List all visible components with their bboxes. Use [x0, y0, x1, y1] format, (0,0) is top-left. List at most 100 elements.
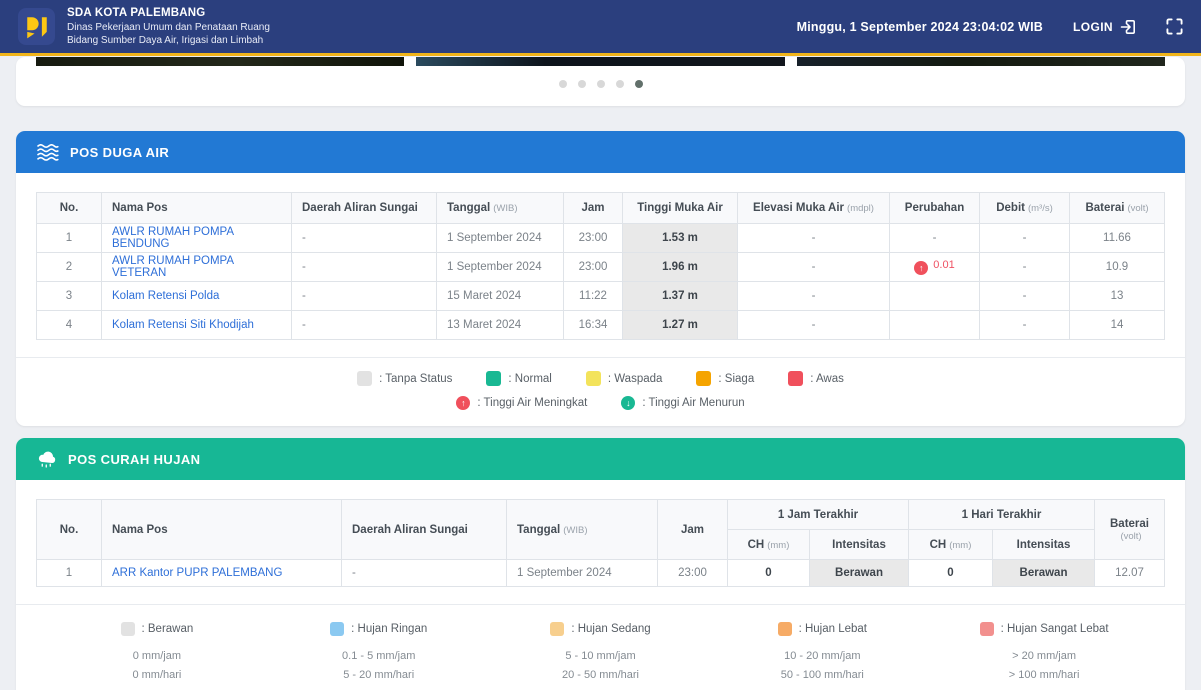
duga-section-header: POS DUGA AIR — [16, 131, 1185, 173]
baterai-value: 13 — [1069, 281, 1165, 311]
app-title: SDA KOTA PALEMBANG — [67, 6, 206, 19]
divider — [16, 604, 1185, 605]
ch-1jam-value: 0 — [727, 559, 810, 587]
rate-per-hour: 0 mm/jam — [132, 650, 182, 662]
datetime-display: Minggu, 1 September 2024 23:04:02 WIB — [796, 19, 1043, 34]
row-number: 2 — [36, 252, 102, 282]
perubahan-value — [889, 310, 980, 340]
tinggi-muka-air-value: 1.27 m — [622, 310, 738, 340]
carousel-slides — [16, 57, 1185, 66]
tanggal-value: 1 September 2024 — [436, 223, 564, 253]
status-legend: : Tanpa Status: Normal: Waspada: Siaga: … — [16, 371, 1185, 386]
perubahan-amount: 0.01 — [933, 259, 955, 271]
col-header-baterai: Baterai (volt) — [1094, 499, 1165, 560]
water-waves-icon — [37, 143, 59, 161]
pos-name-cell: ARR Kantor PUPR PALEMBANG — [101, 559, 342, 587]
carousel-slide-2[interactable] — [416, 57, 785, 66]
col-header-tanggal: Tanggal (WIB) — [506, 499, 658, 560]
rate-per-hour: 5 - 10 mm/jam — [565, 650, 636, 662]
pos-name-link[interactable]: Kolam Retensi Polda — [112, 290, 220, 302]
divider — [16, 357, 1185, 358]
intensity-label: : Hujan Sedang — [571, 623, 651, 635]
carousel-dots — [16, 80, 1185, 88]
app-subtitle-1: Dinas Pekerjaan Umum dan Penataan Ruang — [67, 21, 270, 33]
hujan-head-row-2: CH (mm) Intensitas CH (mm) Intensitas — [37, 529, 1165, 560]
duga-air-row: 3 Kolam Retensi Polda -15 Maret 2024 11:22 1… — [36, 281, 1165, 311]
rate-per-hour: 0.1 - 5 mm/jam — [342, 650, 416, 662]
das-value: - — [291, 310, 437, 340]
app-subtitle-2: Bidang Sumber Daya Air, Irigasi dan Limb… — [67, 35, 264, 47]
status-legend-item: : Awas — [788, 371, 844, 386]
status-color-swatch — [585, 371, 601, 386]
jam-value: 23:00 — [563, 223, 623, 253]
baterai-value: 11.66 — [1069, 223, 1165, 253]
duga-legend: : Tanpa Status: Normal: Waspada: Siaga: … — [16, 358, 1185, 426]
debit-value: - — [979, 252, 1070, 282]
carousel-dot-3[interactable] — [596, 80, 605, 88]
arrow-up-icon: ↑ — [914, 261, 929, 275]
carousel-slide-1[interactable] — [36, 57, 405, 66]
trend-legend: ↑: Tinggi Air Meningkat ↓: Tinggi Air Men… — [16, 396, 1185, 410]
status-legend-label: : Waspada — [607, 372, 663, 385]
col-header-nama-pos: Nama Pos — [101, 192, 292, 224]
pos-name-link[interactable]: Kolam Retensi Siti Khodijah — [112, 319, 254, 331]
tanggal-value: 15 Maret 2024 — [436, 281, 564, 311]
pos-name-link[interactable]: AWLR RUMAH POMPA BENDUNG — [112, 226, 234, 250]
col-group-1-jam-terakhir: 1 Jam Terakhir — [727, 499, 909, 530]
fullscreen-button[interactable] — [1166, 18, 1183, 35]
intensity-label: : Hujan Sangat Lebat — [1000, 623, 1109, 635]
tanggal-value: 1 September 2024 — [436, 252, 564, 282]
status-legend-label: : Siaga — [718, 372, 755, 385]
sign-in-icon — [1120, 19, 1135, 34]
tinggi-muka-air-value: 1.53 m — [622, 223, 738, 253]
intensity-label: : Hujan Lebat — [798, 623, 867, 635]
row-number: 1 — [36, 223, 102, 253]
jam-value: 16:34 — [563, 310, 623, 340]
baterai-value: 10.9 — [1069, 252, 1165, 282]
row-number: 4 — [36, 310, 102, 340]
status-legend-item: : Siaga — [696, 371, 754, 386]
rain-legend-title: : Hujan Sedang — [550, 622, 651, 636]
pos-name-link[interactable]: ARR Kantor PUPR PALEMBANG — [112, 567, 283, 579]
elevasi-value: - — [737, 310, 890, 340]
intensity-label: : Berawan — [141, 623, 194, 635]
row-number: 1 — [36, 559, 102, 587]
das-value: - — [341, 559, 507, 587]
col-header-no: No. — [36, 192, 102, 224]
tinggi-muka-air-value: 1.37 m — [622, 281, 738, 311]
tanggal-value: 1 September 2024 — [506, 559, 658, 587]
login-button[interactable]: LOGIN — [1073, 19, 1136, 35]
intensity-color-swatch — [120, 622, 135, 636]
carousel-slide-3[interactable] — [796, 57, 1165, 66]
hujan-head-row-1: No. Nama Pos Daerah Aliran Sungai Tangga… — [36, 499, 1165, 560]
debit-value: - — [979, 223, 1070, 253]
top-navbar: SDA KOTA PALEMBANG Dinas Pekerjaan Umum … — [0, 0, 1201, 56]
carousel-dot-1[interactable] — [558, 80, 567, 88]
pos-name-link[interactable]: AWLR RUMAH POMPA VETERAN — [112, 255, 234, 279]
rain-legend-item: : Hujan Lebat 10 - 20 mm/jam 50 - 100 mm/h… — [711, 622, 933, 681]
col-header-baterai: Baterai (volt) — [1069, 192, 1165, 224]
row-number: 3 — [36, 281, 102, 311]
status-color-swatch — [788, 371, 804, 386]
col-header-debit: Debit (m³/s) — [979, 192, 1070, 224]
carousel-dot-5[interactable] — [634, 80, 643, 88]
col-header-no: No. — [36, 499, 102, 560]
jam-value: 23:00 — [563, 252, 623, 282]
duga-air-row: 2 AWLR RUMAH POMPA VETERAN - 1 September 20… — [36, 252, 1165, 282]
col-group-1-hari-terakhir: 1 Hari Terakhir — [908, 499, 1095, 530]
rate-per-hour: 10 - 20 mm/jam — [784, 650, 861, 662]
pos-name-cell: AWLR RUMAH POMPA VETERAN — [101, 252, 292, 282]
baterai-value: 14 — [1069, 310, 1165, 340]
trend-legend-item: ↑: Tinggi Air Meningkat — [456, 396, 587, 410]
baterai-value: 12.07 — [1094, 559, 1165, 587]
curah-hujan-table: No. Nama Pos Daerah Aliran Sungai Tangga… — [36, 499, 1165, 587]
status-color-swatch — [696, 371, 712, 386]
carousel-dot-4[interactable] — [615, 80, 624, 88]
col-header-elevasi: Elevasi Muka Air (mdpl) — [737, 192, 890, 224]
rain-legend: : Berawan 0 mm/jam 0 mm/hari: Hujan Ringan… — [16, 605, 1185, 681]
tinggi-muka-air-value: 1.96 m — [622, 252, 738, 282]
col-header-intensitas-hari: Intensitas — [992, 529, 1095, 560]
carousel-dot-2[interactable] — [577, 80, 586, 88]
intensity-color-swatch — [330, 622, 345, 636]
rate-per-day: 0 mm/hari — [132, 669, 182, 681]
